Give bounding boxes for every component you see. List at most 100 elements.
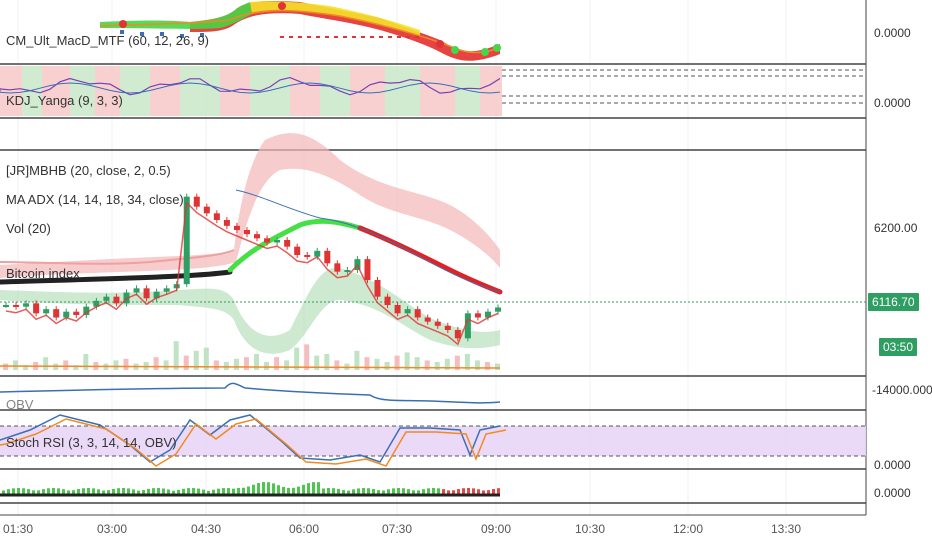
volume-bar: [243, 357, 249, 370]
volume-bar: [113, 360, 119, 370]
macd-dot: [280, 36, 284, 38]
time-tick: 04:30: [190, 522, 222, 536]
candle: [284, 240, 291, 247]
oscillator-bar: [437, 488, 440, 495]
volume-bar: [414, 357, 420, 370]
volume-bar: [233, 358, 239, 370]
macd-indicator-label[interactable]: CM_Ult_MacD_MTF (60, 12, 26, 9): [6, 33, 210, 48]
oscillator-bar: [32, 490, 35, 495]
volume-bar: [364, 357, 370, 370]
candle: [314, 250, 321, 257]
oscillator-bar: [372, 488, 375, 495]
macd-dot: [200, 33, 204, 37]
oscillator-bar: [452, 490, 455, 495]
candle: [404, 309, 411, 314]
oscillator-bar: [412, 490, 415, 495]
macd-cross-marker: [119, 20, 127, 28]
candle: [454, 330, 461, 339]
symbol-label[interactable]: Bitcoin index: [6, 266, 80, 281]
oscillator-bar: [427, 488, 430, 495]
candle: [23, 303, 30, 307]
volume-bar: [193, 350, 199, 370]
oscillator-bar: [402, 488, 405, 495]
volume-indicator-label[interactable]: Vol (20): [6, 221, 51, 236]
kdj-zone: [350, 66, 385, 116]
candle: [103, 296, 110, 301]
oscillator-bar: [92, 488, 95, 495]
oscillator-bar: [242, 487, 245, 495]
oscillator-bar: [392, 488, 395, 495]
candle: [93, 300, 100, 307]
volume-bar: [23, 365, 29, 370]
oscillator-bar: [487, 490, 490, 495]
candle: [364, 259, 371, 280]
candle: [73, 311, 80, 315]
oscillator-bar: [362, 488, 365, 495]
macd-signal-line: [99, 9, 501, 54]
oscillator-bar: [167, 489, 170, 495]
oscillator-bar: [327, 488, 330, 495]
obv-axis-value: -14000.0000: [872, 383, 932, 397]
oscillator-bar: [142, 489, 145, 495]
kdj-indicator-label[interactable]: KDJ_Yanga (9, 3, 3): [6, 93, 123, 108]
volume-bar: [123, 358, 129, 370]
oscillator-bar: [22, 488, 25, 495]
oscillator-bar: [117, 488, 120, 495]
volume-bar: [3, 363, 8, 370]
candle: [414, 309, 421, 318]
volume-bar: [394, 355, 400, 370]
oscillator-bar: [202, 489, 205, 495]
obv-indicator-label[interactable]: OBV: [6, 397, 34, 412]
kdj-zone: [320, 66, 350, 116]
candle: [264, 238, 271, 243]
time-tick: 07:30: [381, 522, 413, 536]
candle: [203, 206, 210, 214]
candle: [83, 306, 90, 315]
oscillator-bar: [282, 486, 285, 495]
oscillator-bar: [67, 490, 70, 495]
oscillator-bar: [112, 488, 115, 495]
volume-bar: [384, 362, 390, 370]
volume-bar: [495, 363, 500, 370]
stoch-rsi-indicator-label[interactable]: Stoch RSI (3, 3, 14, 14, OBV): [6, 435, 177, 450]
macd-histogram-green: [100, 2, 252, 29]
oscillator-bar: [62, 489, 65, 495]
oscillator-bar: [127, 488, 130, 495]
oscillator-bar: [387, 489, 390, 495]
macd-dot: [140, 32, 144, 36]
volume-bar: [484, 362, 490, 370]
volume-bar: [404, 352, 410, 370]
candle: [464, 313, 471, 339]
oscillator-bar: [132, 489, 135, 495]
oscillator-bar: [297, 486, 300, 495]
oscillator-bar: [357, 488, 360, 495]
stoch-k-line: [0, 414, 501, 463]
oscillator-bar: [27, 489, 30, 495]
volume-bar: [63, 360, 69, 370]
oscillator-bar: [252, 484, 255, 495]
macd-histogram-yellow: [250, 1, 420, 37]
time-tick: 06:00: [288, 522, 320, 536]
kdj-k-line: [0, 76, 501, 96]
candle: [484, 311, 491, 318]
candle: [424, 317, 431, 322]
candle: [233, 225, 240, 230]
candle: [394, 305, 401, 314]
candle: [294, 246, 301, 255]
candle: [254, 234, 261, 239]
candle: [143, 288, 150, 299]
kdj-zone: [480, 66, 502, 116]
time-tick: 09:00: [480, 522, 512, 536]
candle: [43, 309, 50, 314]
volume-bar: [284, 360, 290, 370]
candle: [153, 291, 160, 299]
mbhb-indicator-label[interactable]: [JR]MBHB (20, close, 2, 0.5): [6, 163, 171, 178]
oscillator-bar: [467, 488, 470, 495]
oscillator-bar: [342, 490, 345, 495]
macd-dot: [361, 36, 365, 38]
candle: [495, 307, 501, 312]
ma-adx-indicator-label[interactable]: MA ADX (14, 14, 18, 34, close): [6, 192, 184, 207]
candle: [444, 325, 451, 330]
candle: [113, 296, 120, 304]
